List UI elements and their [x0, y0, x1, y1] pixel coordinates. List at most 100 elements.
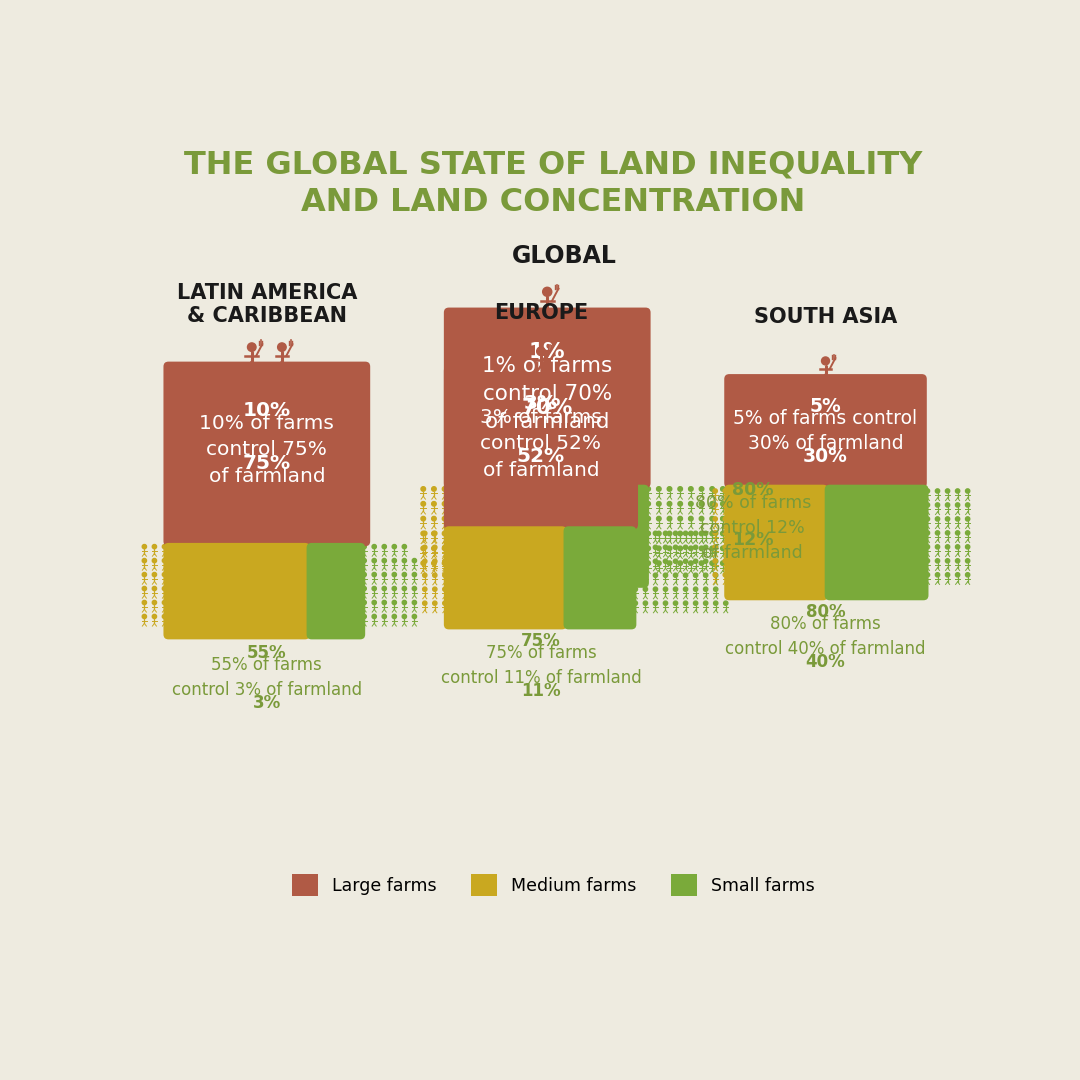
- Circle shape: [382, 600, 387, 605]
- Circle shape: [667, 561, 672, 566]
- Circle shape: [373, 544, 376, 549]
- Circle shape: [996, 558, 1000, 563]
- Circle shape: [945, 503, 949, 508]
- Circle shape: [422, 545, 427, 550]
- Circle shape: [653, 545, 658, 550]
- Circle shape: [731, 516, 735, 521]
- Circle shape: [956, 558, 960, 563]
- Circle shape: [633, 559, 637, 564]
- Circle shape: [152, 572, 157, 577]
- Circle shape: [443, 531, 447, 536]
- Circle shape: [382, 544, 387, 549]
- Circle shape: [653, 559, 658, 564]
- Circle shape: [724, 530, 728, 535]
- Circle shape: [678, 546, 683, 551]
- Text: 55% of farms
control 3% of farmland: 55% of farms control 3% of farmland: [172, 657, 362, 699]
- Circle shape: [646, 546, 650, 551]
- Circle shape: [382, 615, 387, 619]
- Circle shape: [667, 516, 672, 521]
- Circle shape: [433, 602, 437, 605]
- Circle shape: [413, 615, 417, 619]
- Circle shape: [413, 586, 417, 591]
- Circle shape: [710, 546, 715, 551]
- Circle shape: [413, 572, 417, 577]
- Circle shape: [152, 586, 157, 591]
- Circle shape: [392, 558, 396, 563]
- Circle shape: [247, 343, 256, 351]
- Circle shape: [663, 531, 667, 536]
- Circle shape: [667, 531, 672, 536]
- Circle shape: [382, 586, 387, 591]
- Circle shape: [996, 530, 1000, 535]
- Circle shape: [731, 561, 735, 566]
- Circle shape: [966, 572, 970, 577]
- Circle shape: [724, 602, 728, 605]
- Circle shape: [684, 602, 688, 605]
- Circle shape: [975, 558, 980, 563]
- Circle shape: [152, 600, 157, 605]
- Circle shape: [714, 559, 718, 564]
- Circle shape: [678, 516, 683, 521]
- Circle shape: [714, 588, 718, 592]
- Circle shape: [720, 546, 725, 551]
- Circle shape: [432, 487, 436, 491]
- Circle shape: [703, 559, 707, 564]
- Circle shape: [421, 501, 426, 507]
- Circle shape: [703, 573, 707, 578]
- Circle shape: [443, 588, 447, 592]
- Circle shape: [996, 503, 1000, 508]
- FancyBboxPatch shape: [444, 485, 591, 588]
- Circle shape: [162, 558, 166, 563]
- Circle shape: [362, 558, 366, 563]
- Circle shape: [644, 573, 648, 578]
- Circle shape: [443, 531, 447, 536]
- Circle shape: [362, 615, 366, 619]
- Circle shape: [956, 517, 960, 521]
- Circle shape: [703, 531, 707, 536]
- Circle shape: [653, 531, 658, 536]
- Circle shape: [644, 602, 648, 605]
- Circle shape: [633, 531, 637, 536]
- Circle shape: [703, 545, 707, 550]
- Circle shape: [731, 501, 735, 507]
- Text: 10% of farms
control 75%
of farmland: 10% of farms control 75% of farmland: [200, 414, 335, 486]
- Circle shape: [945, 517, 949, 521]
- Circle shape: [975, 503, 980, 508]
- Circle shape: [402, 558, 406, 563]
- Circle shape: [986, 530, 990, 535]
- Circle shape: [945, 530, 949, 535]
- Circle shape: [724, 572, 728, 577]
- Circle shape: [689, 516, 693, 521]
- Circle shape: [996, 544, 1000, 549]
- Circle shape: [433, 545, 437, 550]
- Circle shape: [362, 586, 366, 591]
- Circle shape: [443, 546, 447, 551]
- Circle shape: [684, 559, 688, 564]
- Circle shape: [644, 559, 648, 564]
- Circle shape: [162, 615, 166, 619]
- Circle shape: [945, 489, 949, 494]
- Circle shape: [714, 531, 718, 536]
- Circle shape: [703, 588, 707, 592]
- FancyBboxPatch shape: [588, 485, 649, 588]
- Circle shape: [713, 530, 717, 535]
- Text: 75% of farms
control 11% of farmland: 75% of farms control 11% of farmland: [441, 645, 642, 688]
- Circle shape: [421, 561, 426, 566]
- FancyBboxPatch shape: [444, 526, 567, 630]
- FancyBboxPatch shape: [444, 366, 638, 529]
- Circle shape: [956, 572, 960, 577]
- Text: 80% of farms
control 12%
of farmland: 80% of farms control 12% of farmland: [694, 494, 811, 562]
- Circle shape: [710, 501, 715, 507]
- Circle shape: [373, 600, 376, 605]
- Circle shape: [653, 588, 658, 592]
- Circle shape: [926, 572, 930, 577]
- Circle shape: [443, 559, 447, 564]
- Circle shape: [392, 600, 396, 605]
- Circle shape: [143, 544, 147, 549]
- Circle shape: [443, 573, 447, 578]
- Circle shape: [956, 530, 960, 535]
- Circle shape: [644, 588, 648, 592]
- Circle shape: [975, 530, 980, 535]
- Circle shape: [724, 517, 728, 521]
- Circle shape: [724, 558, 728, 563]
